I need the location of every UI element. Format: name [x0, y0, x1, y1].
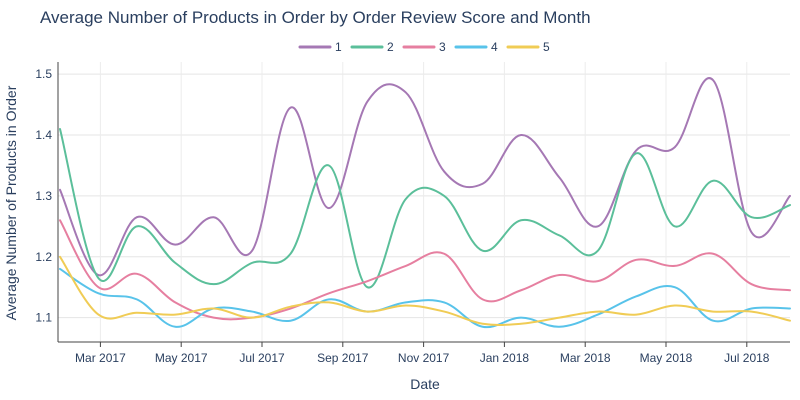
series-line-2[interactable] — [59, 127, 791, 289]
chart-title: Average Number of Products in Order by O… — [40, 8, 591, 27]
x-tick-label: Jul 2018 — [724, 351, 770, 365]
legend-label: 5 — [543, 40, 550, 54]
series-line-1[interactable] — [59, 77, 791, 277]
legend-item-4[interactable]: 4 — [454, 40, 498, 54]
legend-label: 1 — [335, 40, 342, 54]
legend-label: 2 — [387, 40, 394, 54]
y-tick-label: 1.2 — [35, 250, 52, 264]
x-tick-label: Nov 2017 — [398, 351, 450, 365]
series-line-4[interactable] — [59, 267, 791, 329]
y-tick-label: 1.1 — [35, 311, 52, 325]
legend[interactable]: 1 2 3 4 5 — [298, 40, 550, 54]
x-tick-label: May 2017 — [155, 351, 208, 365]
x-tick-label: Mar 2018 — [560, 351, 611, 365]
y-tick-label: 1.5 — [35, 67, 52, 81]
series-line-3[interactable] — [59, 219, 791, 321]
legend-label: 3 — [439, 40, 446, 54]
x-tick-label: Mar 2017 — [75, 351, 126, 365]
legend-item-5[interactable]: 5 — [506, 40, 550, 54]
x-tick-label: Jul 2017 — [239, 351, 285, 365]
x-axis-title: Date — [410, 376, 440, 392]
y-tick-label: 1.3 — [35, 189, 52, 203]
x-tick-label: Sep 2017 — [317, 351, 369, 365]
legend-item-1[interactable]: 1 — [298, 40, 342, 54]
series-layer — [59, 77, 791, 329]
axis-layer: 1.1 1.2 1.3 1.4 1.5 Mar 2017 May 2017 Jul 2017 S… — [35, 62, 790, 365]
x-tick-label: Jan 2018 — [480, 351, 530, 365]
legend-item-3[interactable]: 3 — [402, 40, 446, 54]
series-line-5[interactable] — [59, 255, 791, 326]
legend-label: 4 — [491, 40, 498, 54]
y-tick-label: 1.4 — [35, 128, 52, 142]
x-tick-label: May 2018 — [640, 351, 693, 365]
y-axis-title: Average Number of Products in Order — [3, 85, 19, 320]
legend-item-2[interactable]: 2 — [350, 40, 394, 54]
